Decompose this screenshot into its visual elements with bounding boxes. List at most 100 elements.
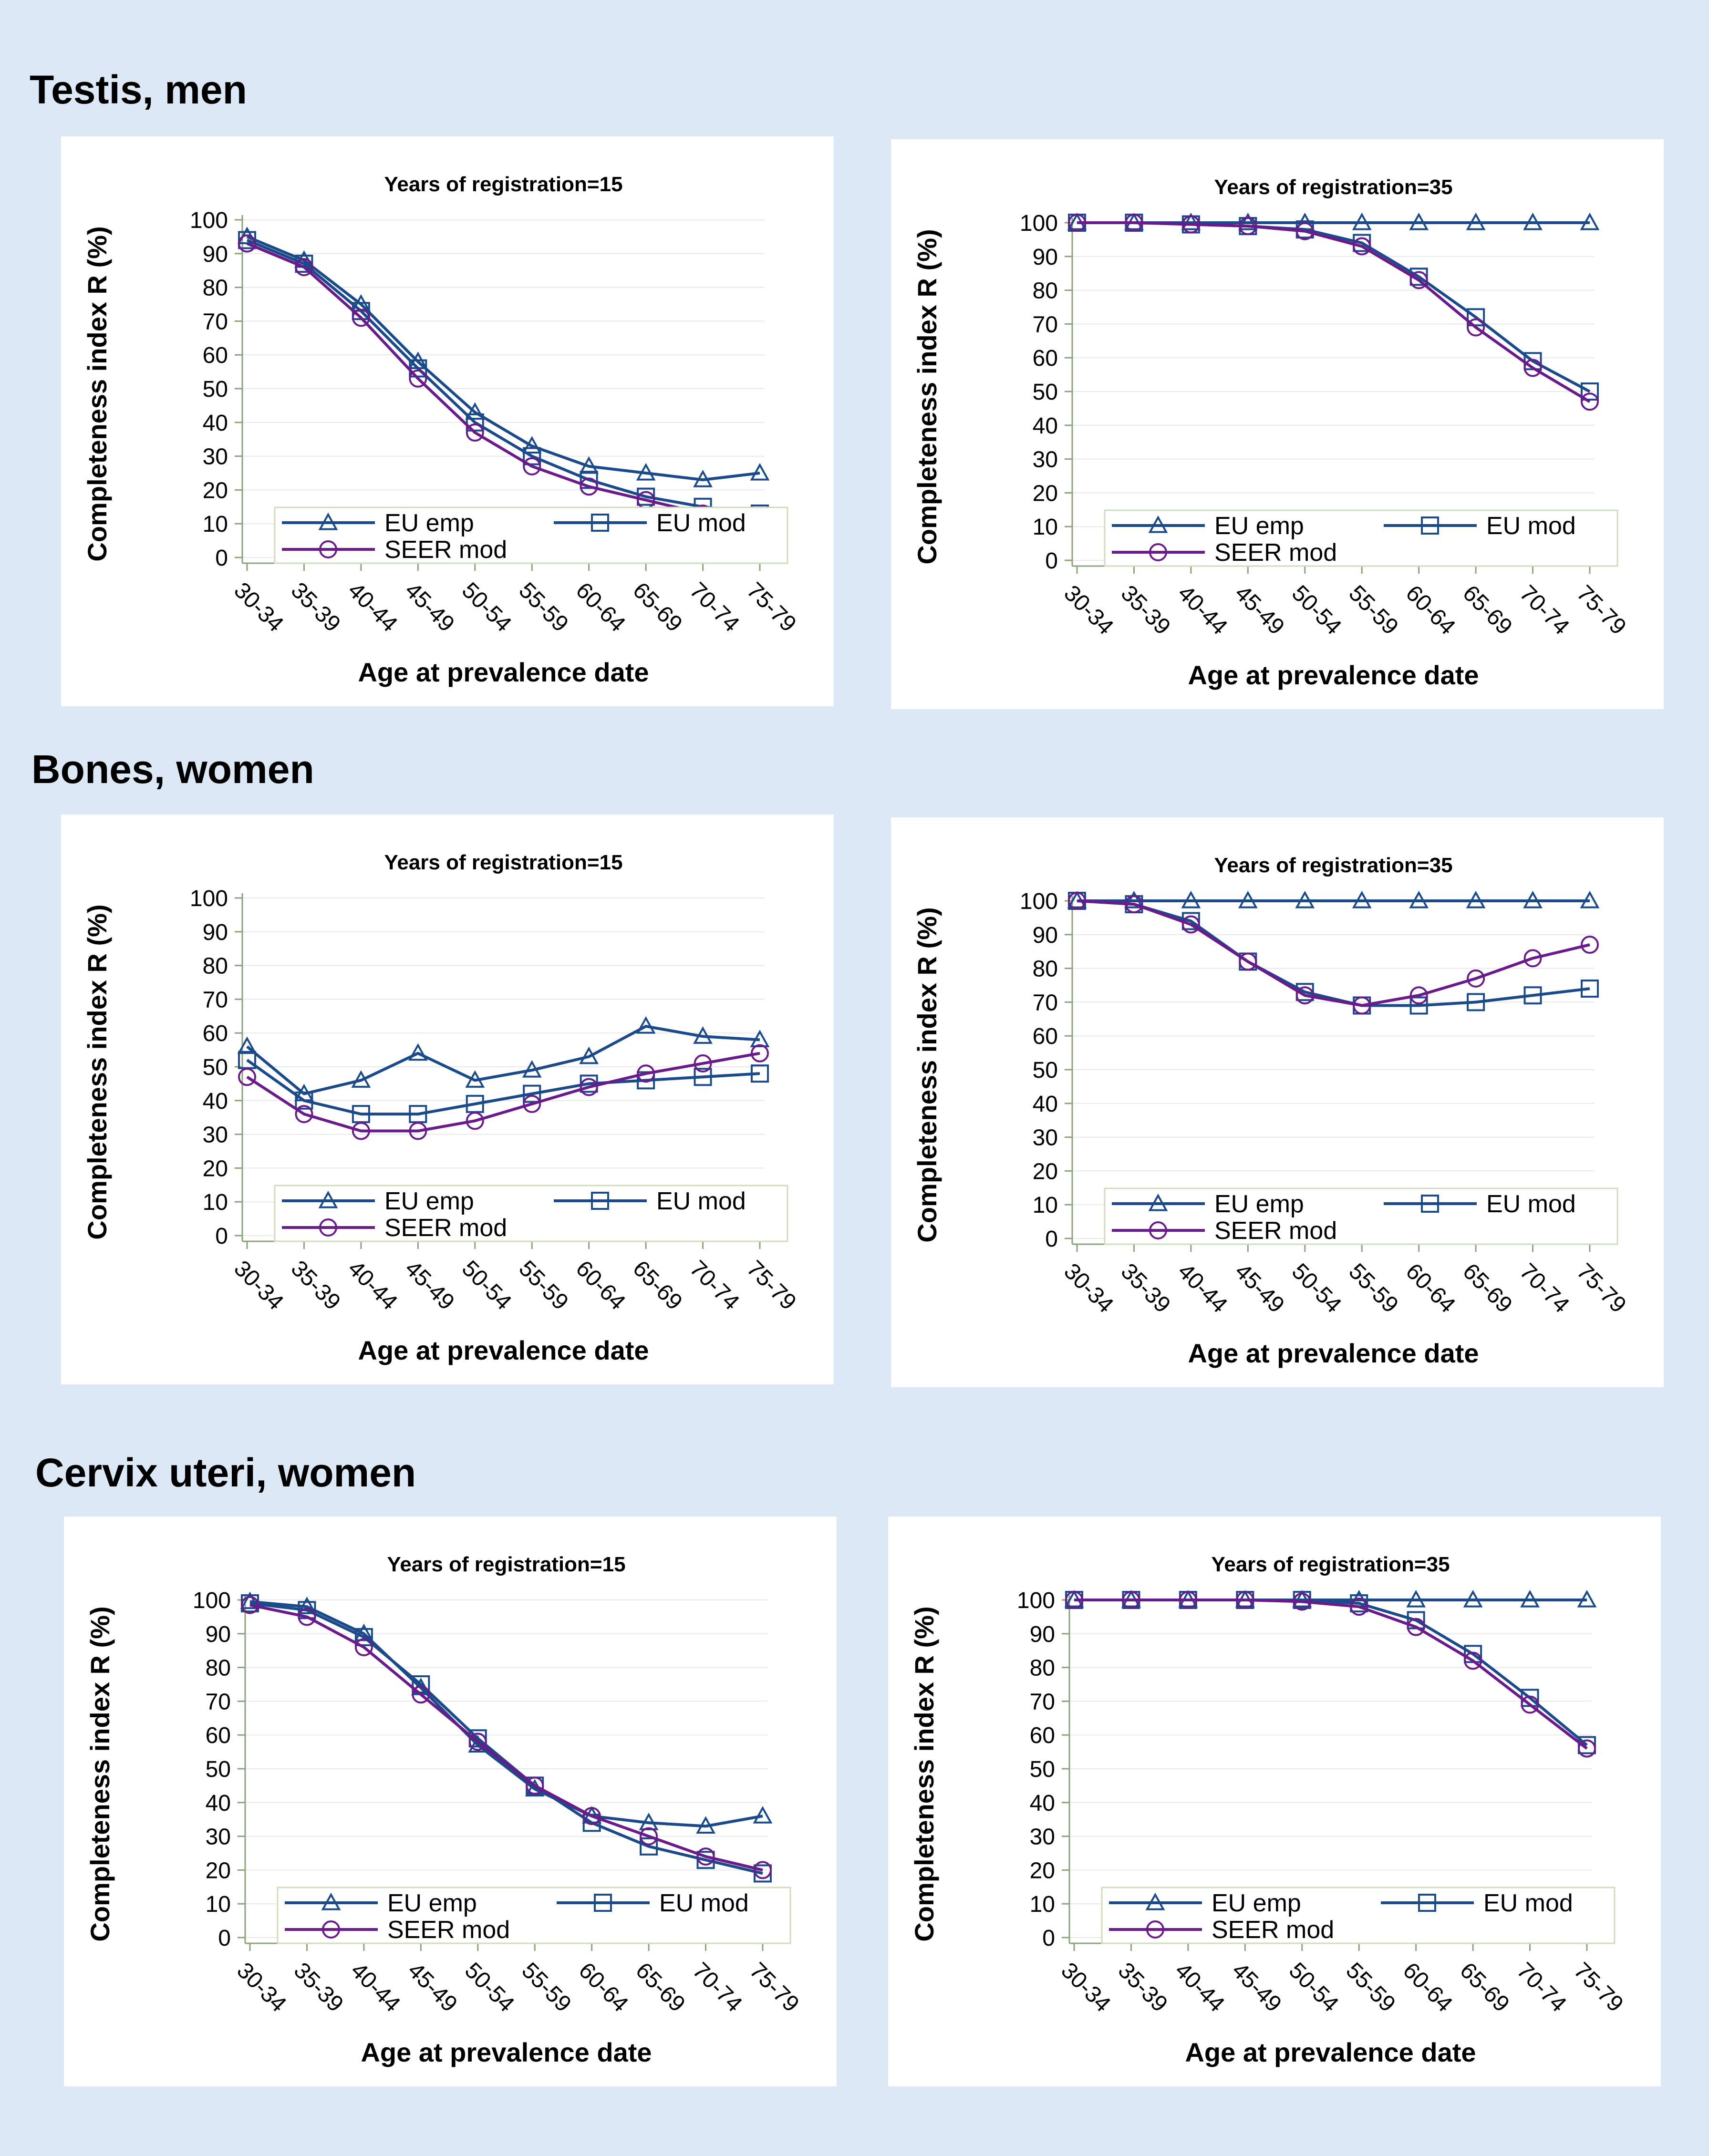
y-tick-label: 40 [203, 1089, 228, 1114]
series-line-eu-emp [249, 1600, 763, 1828]
y-tick-label: 0 [215, 1224, 228, 1249]
data-point-eu-emp [579, 1046, 599, 1064]
legend-label-eu-emp: EU emp [1212, 1889, 1301, 1917]
series-line-seer-mod [246, 242, 760, 526]
y-tick-label: 30 [1033, 447, 1058, 473]
data-point-eu-mod [1409, 996, 1428, 1015]
x-tick-label: 45-49 [400, 578, 459, 637]
x-axis-label: Age at prevalence date [1188, 1338, 1479, 1368]
x-tick-label: 30-34 [229, 1256, 288, 1315]
data-point-eu-emp [297, 1597, 317, 1614]
data-point-eu-emp [1466, 890, 1486, 908]
data-point-eu-emp [1466, 212, 1486, 230]
data-point-eu-emp [465, 1070, 485, 1088]
data-point-eu-emp [750, 463, 770, 481]
data-point-seer-mod [1236, 1591, 1254, 1609]
series-line-eu-emp [246, 1025, 760, 1095]
data-point-eu-emp [1238, 890, 1258, 908]
x-tick-label: 55-59 [517, 1958, 576, 2017]
legend-marker-seer-mod [1149, 543, 1167, 561]
data-point-eu-emp [639, 1813, 659, 1830]
y-tick-label: 60 [1030, 1723, 1055, 1748]
y-tick-label: 60 [1033, 346, 1058, 371]
series-eu-mod [1068, 892, 1599, 1015]
data-point-eu-emp [351, 1070, 371, 1088]
data-point-eu-emp [354, 1623, 374, 1641]
y-tick-label: 60 [203, 343, 228, 368]
section-title-bones: Bones, women [31, 747, 314, 792]
data-point-seer-mod [468, 1733, 487, 1751]
legend-marker-eu-mod [1418, 1894, 1436, 1912]
legend-label-eu-mod: EU mod [656, 1187, 746, 1215]
series-seer-mod [238, 1044, 769, 1140]
x-axis-label: Age at prevalence date [361, 2037, 652, 2067]
y-tick-label: 90 [203, 242, 228, 267]
data-point-seer-mod [694, 1054, 712, 1073]
legend-box [277, 1887, 791, 1944]
data-point-eu-emp [1295, 890, 1315, 908]
data-point-eu-mod [523, 447, 541, 465]
data-point-seer-mod [409, 369, 427, 388]
series-line-eu-mod [1077, 221, 1591, 393]
y-tick-label: 10 [203, 1190, 228, 1215]
x-tick-label: 45-49 [1230, 580, 1289, 640]
x-tick-label: 40-44 [343, 578, 402, 637]
y-tick-label: 0 [1045, 1227, 1058, 1252]
y-tick-label: 80 [203, 954, 228, 979]
y-tick-label: 0 [1045, 548, 1058, 574]
data-point-eu-emp [465, 402, 485, 420]
x-tick-label: 55-59 [1344, 1259, 1403, 1318]
data-point-eu-emp [522, 1060, 542, 1078]
y-tick-label: 40 [1033, 413, 1058, 439]
y-tick-label: 30 [1030, 1825, 1055, 1850]
data-point-seer-mod [1295, 986, 1314, 1005]
y-tick-label: 30 [203, 1123, 228, 1148]
data-point-eu-emp [750, 1030, 770, 1047]
data-point-eu-emp [1463, 1589, 1483, 1608]
x-tick-label: 65-69 [631, 1958, 690, 2017]
data-point-eu-mod [295, 1091, 313, 1110]
y-tick-label: 20 [203, 478, 228, 503]
x-tick-label: 30-34 [232, 1958, 291, 2017]
y-tick-label: 80 [1033, 279, 1058, 304]
x-tick-label: 60-64 [1401, 1259, 1460, 1318]
legend: EU emp EU mod SEER mod [1104, 1187, 1618, 1245]
data-point-eu-emp [636, 1016, 656, 1034]
data-point-eu-emp [693, 470, 713, 487]
data-point-seer-mod [1293, 1592, 1311, 1611]
x-axis-label: Age at prevalence date [358, 1335, 649, 1365]
series-line-eu-mod [246, 1059, 760, 1116]
data-point-seer-mod [295, 258, 313, 277]
y-tick-label: 80 [1030, 1656, 1055, 1681]
x-tick-label: 75-79 [1569, 1958, 1628, 2017]
y-tick-label: 0 [1042, 1926, 1055, 1951]
x-tick-label: 65-69 [628, 578, 687, 637]
y-axis-label: Completeness index R (%) [909, 1606, 939, 1941]
x-axis-label: Age at prevalence date [358, 657, 649, 687]
x-tick-label: 75-79 [745, 1958, 804, 2017]
data-point-seer-mod [1239, 952, 1257, 971]
y-tick-label: 40 [203, 411, 228, 436]
y-tick-label: 70 [1030, 1689, 1055, 1714]
data-point-seer-mod [526, 1776, 544, 1795]
x-tick-label: 45-49 [1227, 1958, 1286, 2017]
data-point-seer-mod [1068, 214, 1086, 232]
legend-label-eu-mod: EU mod [1486, 512, 1576, 540]
data-point-seer-mod [696, 1847, 715, 1866]
data-point-eu-emp [1523, 890, 1543, 908]
y-tick-label: 50 [203, 1055, 228, 1080]
data-point-eu-mod [412, 1675, 430, 1693]
chart-testis-35: Years of registration=35 0 10 20 30 40 50 60 70 8… [891, 139, 1664, 709]
legend-marker-seer-mod [1146, 1920, 1164, 1939]
legend-marker-seer-mod [322, 1920, 340, 1939]
y-axis-label: Completeness index R (%) [82, 904, 112, 1239]
y-tick-label: 100 [1020, 889, 1058, 914]
y-tick-label: 90 [1030, 1622, 1055, 1647]
plot-title: Years of registration=15 [384, 851, 622, 874]
y-tick-label: 100 [1020, 211, 1058, 236]
y-axis-label: Completeness index R (%) [912, 229, 942, 564]
legend-marker-eu-emp [318, 1190, 338, 1208]
y-tick-label: 0 [215, 546, 228, 571]
y-tick-label: 50 [1030, 1757, 1055, 1782]
y-tick-label: 70 [206, 1689, 231, 1714]
